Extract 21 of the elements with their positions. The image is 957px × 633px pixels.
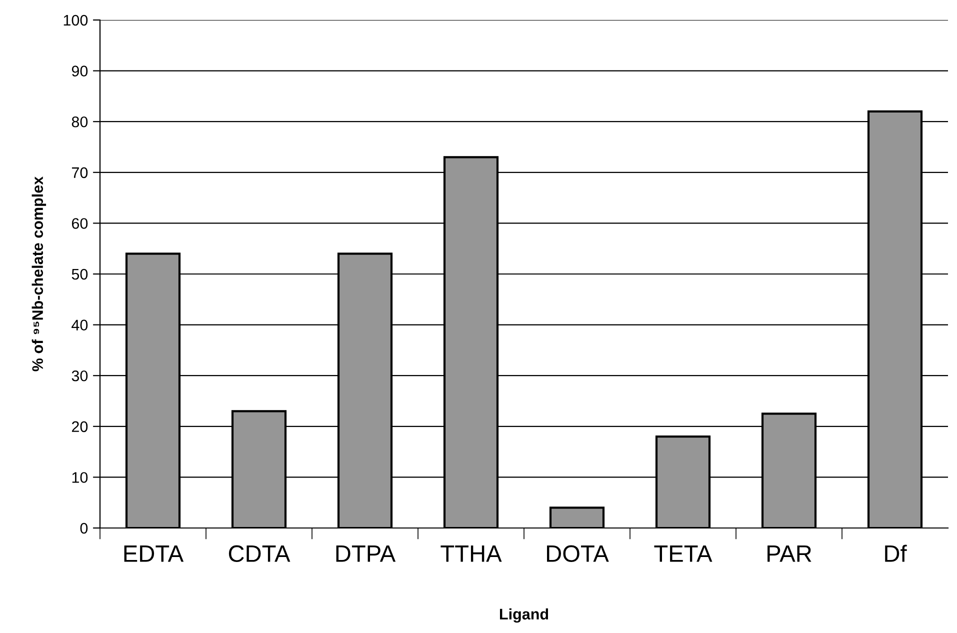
y-tick-label: 80	[72, 116, 88, 128]
y-tick-label: 90	[72, 66, 88, 76]
x-tick-label: DOTA	[547, 545, 609, 562]
x-tick-label: TETA	[654, 546, 712, 562]
x-axis-title: Ligand	[500, 608, 548, 623]
y-tick-label: 60	[72, 218, 88, 229]
y-tick-label: 30	[72, 370, 88, 382]
x-tick-label: EDTA	[124, 546, 184, 562]
y-tick-label: 10	[72, 472, 88, 483]
y-tick-label: 20	[72, 421, 88, 432]
x-tick-label: TTHA	[440, 546, 502, 562]
x-tick-label: DTPA	[336, 546, 396, 562]
y-tick-label: 70	[72, 167, 88, 178]
y-tick-label: 50	[72, 268, 88, 280]
y-axis-title: % of ⁹⁵Nb-chelate complex	[32, 176, 46, 372]
x-tick-label: CDTA	[228, 545, 290, 562]
y-tick-label: 40	[72, 320, 88, 330]
x-tick-label: PAR	[768, 546, 812, 562]
y-tick-label: 0	[80, 522, 88, 534]
x-tick-label: Df	[885, 544, 907, 562]
y-tick-label: 100	[64, 14, 88, 26]
